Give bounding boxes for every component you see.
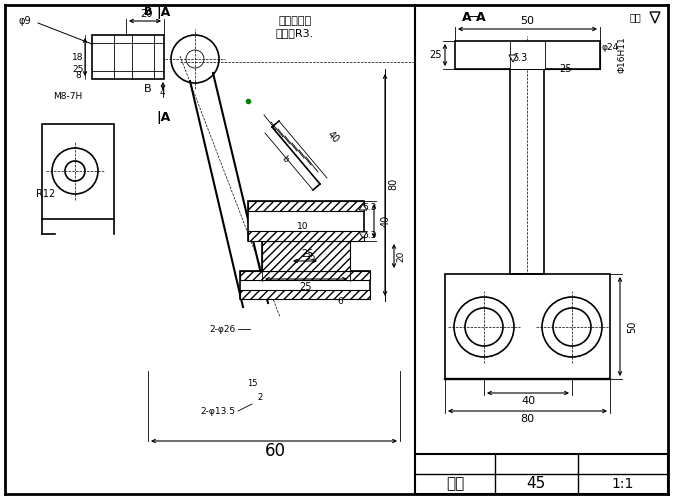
Circle shape <box>553 308 591 346</box>
Text: 6.3: 6.3 <box>363 203 377 212</box>
Polygon shape <box>509 55 517 62</box>
Text: 50: 50 <box>627 320 637 333</box>
Bar <box>240 271 370 299</box>
Bar <box>240 271 370 280</box>
Circle shape <box>171 35 219 83</box>
Text: 45: 45 <box>526 477 546 492</box>
Circle shape <box>454 297 514 357</box>
Text: M8-7H: M8-7H <box>53 91 83 100</box>
Text: 60: 60 <box>264 442 285 460</box>
Text: φ9: φ9 <box>19 16 32 26</box>
Bar <box>455 41 600 69</box>
Text: 20: 20 <box>140 9 152 19</box>
Text: 40: 40 <box>381 215 391 227</box>
Text: 粗糙: 粗糙 <box>629 12 641 22</box>
Text: 25: 25 <box>302 249 314 259</box>
Text: 20: 20 <box>396 250 406 261</box>
Text: φ24: φ24 <box>602 42 618 51</box>
Text: A: A <box>462 10 472 23</box>
Text: Φ16H11: Φ16H11 <box>618 36 627 73</box>
Bar <box>92 43 114 71</box>
Text: 25: 25 <box>560 64 572 74</box>
Text: 未注明R3.: 未注明R3. <box>276 28 314 38</box>
Bar <box>248 201 364 241</box>
Text: 10: 10 <box>297 222 309 231</box>
Bar <box>262 241 350 271</box>
Text: 2-φ13.5: 2-φ13.5 <box>201 407 236 416</box>
Circle shape <box>542 297 602 357</box>
Text: 80: 80 <box>520 414 534 424</box>
Bar <box>248 201 364 211</box>
Text: 表面粗糙度: 表面粗糙度 <box>279 16 312 26</box>
Text: 6.3: 6.3 <box>512 53 528 63</box>
Text: B: B <box>144 7 152 17</box>
Bar <box>42 124 114 219</box>
Text: A: A <box>476 10 486 23</box>
Text: |A: |A <box>156 110 170 123</box>
Text: 4: 4 <box>160 87 165 96</box>
Bar <box>510 41 545 69</box>
Bar <box>510 69 544 274</box>
Bar <box>510 41 545 69</box>
Text: 40: 40 <box>325 129 341 145</box>
Circle shape <box>186 50 204 68</box>
Text: 2: 2 <box>257 393 262 402</box>
Bar <box>445 274 610 379</box>
Circle shape <box>465 308 503 346</box>
Text: 25: 25 <box>299 282 312 292</box>
Bar <box>248 231 364 241</box>
Text: —: — <box>468 10 481 23</box>
Circle shape <box>52 148 98 194</box>
Text: 支架: 支架 <box>446 477 464 492</box>
Bar <box>132 43 154 71</box>
Bar <box>415 454 668 494</box>
Text: 25: 25 <box>429 50 441 60</box>
Text: 40: 40 <box>521 396 535 406</box>
Text: 8: 8 <box>75 70 81 79</box>
Bar <box>92 35 164 79</box>
Text: |A: |A <box>156 5 170 18</box>
Text: 80: 80 <box>388 178 398 190</box>
Text: b: b <box>280 154 290 164</box>
Bar <box>455 41 600 69</box>
Text: 25: 25 <box>72 64 83 73</box>
Text: 1:1: 1:1 <box>612 477 634 491</box>
Polygon shape <box>650 12 660 23</box>
Text: 6.3: 6.3 <box>363 231 377 240</box>
Text: R12: R12 <box>36 189 56 199</box>
Text: 18: 18 <box>72 52 83 61</box>
Bar <box>240 290 370 299</box>
Text: 50: 50 <box>520 16 534 26</box>
Bar <box>262 241 350 271</box>
Circle shape <box>65 161 85 181</box>
Text: 15: 15 <box>247 380 257 389</box>
Text: 35: 35 <box>304 252 316 261</box>
Polygon shape <box>359 232 367 238</box>
Text: B: B <box>144 84 152 94</box>
Text: 6: 6 <box>337 296 343 305</box>
Polygon shape <box>359 204 367 210</box>
Text: 2-φ26: 2-φ26 <box>209 324 235 333</box>
